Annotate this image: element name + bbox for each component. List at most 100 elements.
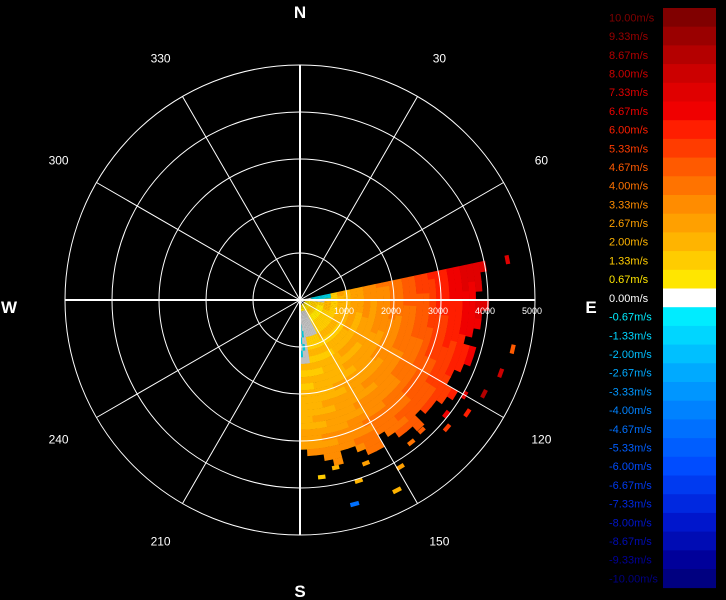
velocity-bin: [300, 304, 303, 312]
velocity-bin: [302, 310, 306, 318]
velocity-bin: [324, 318, 331, 324]
velocity-bin: [355, 442, 367, 453]
velocity-bin: [325, 326, 332, 334]
velocity-bin: [308, 382, 315, 391]
legend-swatch: [663, 531, 716, 551]
velocity-bin: [366, 334, 375, 343]
velocity-bin: [333, 315, 341, 321]
velocity-bin: [327, 341, 334, 349]
velocity-bin: [471, 262, 481, 274]
azimuth-spoke: [182, 299, 301, 504]
velocity-bin: [415, 287, 424, 295]
velocity-bin: [309, 306, 316, 311]
bearing-label: 150: [429, 534, 449, 548]
velocity-bin: [312, 311, 319, 318]
velocity-bin: [304, 301, 311, 305]
velocity-bin: [442, 307, 450, 317]
velocity-bin: [337, 295, 345, 299]
legend-label: 6.67m/s: [609, 106, 649, 118]
velocity-bin: [331, 417, 341, 426]
polar-grid: [64, 64, 536, 536]
velocity-bin: [468, 281, 476, 293]
velocity-bin: [324, 301, 332, 304]
velocity-bin: [330, 294, 338, 297]
velocity-bin: [340, 315, 348, 321]
velocity-bin: [319, 323, 326, 330]
velocity-bin: [466, 317, 476, 329]
velocity-bin: [368, 381, 379, 392]
scattered-velocity-cell: [463, 408, 472, 418]
legend-label: 2.00m/s: [609, 237, 649, 249]
velocity-bin: [334, 313, 342, 319]
velocity-bin: [382, 308, 390, 315]
velocity-bin: [316, 407, 325, 416]
velocity-bin: [303, 337, 307, 345]
range-tick-label: 1000: [334, 306, 354, 316]
velocity-bin: [348, 310, 357, 316]
velocity-bin: [321, 320, 329, 327]
velocity-bin: [337, 349, 345, 358]
legend-swatch: [663, 325, 716, 345]
legend-label: 4.00m/s: [609, 181, 649, 193]
velocity-bin: [342, 325, 350, 332]
velocity-bin: [341, 313, 349, 319]
velocity-bin: [302, 357, 307, 365]
velocity-bin: [461, 308, 470, 319]
velocity-bin: [304, 300, 312, 304]
velocity-bin: [465, 326, 474, 338]
velocity-bin: [309, 321, 315, 329]
velocity-bin: [308, 322, 313, 330]
velocity-bin: [304, 396, 311, 404]
velocity-bin: [357, 427, 368, 438]
velocity-bin: [329, 306, 338, 310]
velocity-bin: [442, 292, 450, 301]
velocity-bin: [408, 311, 417, 319]
velocity-bin: [335, 408, 345, 418]
velocity-bin: [459, 264, 468, 276]
velocity-bin: [448, 340, 458, 352]
velocity-bin: [323, 335, 330, 343]
velocity-bin: [318, 315, 325, 322]
velocity-bin: [304, 300, 312, 303]
velocity-bin: [300, 409, 307, 417]
velocity-bin: [300, 396, 306, 404]
velocity-bin: [311, 301, 318, 303]
velocity-bin: [303, 303, 309, 309]
legend-label: -0.67m/s: [609, 312, 652, 324]
velocity-bin: [314, 309, 321, 315]
velocity-bin: [376, 304, 384, 310]
velocity-bin: [363, 288, 371, 294]
velocity-bin: [300, 422, 307, 430]
velocity-bin: [428, 306, 437, 315]
velocity-bin: [307, 448, 317, 457]
range-tick-label: 4000: [475, 306, 495, 316]
velocity-bin: [305, 356, 311, 364]
velocity-bin: [313, 434, 323, 443]
velocity-bin: [316, 325, 323, 332]
radar-polar-chart: N S E W 30 60 120 150 210 240 300 330 1000 2000 3000 40…: [1, 3, 597, 600]
velocity-bin: [311, 342, 316, 350]
velocity-bin: [303, 302, 310, 308]
legend-swatch: [663, 288, 716, 308]
velocity-bin: [359, 345, 368, 354]
legend-label: 7.33m/s: [609, 87, 649, 99]
velocity-bin: [320, 321, 327, 329]
velocity-bin: [320, 352, 327, 361]
velocity-bin: [320, 345, 327, 353]
legend-swatch: [663, 307, 716, 327]
bearing-label: 300: [49, 154, 69, 168]
velocity-bin: [460, 343, 471, 356]
bearing-label: 330: [151, 52, 171, 66]
range-tick-label: 5000: [522, 306, 542, 316]
velocity-bin: [320, 312, 328, 318]
velocity-bin: [444, 331, 453, 342]
legend-swatch: [663, 344, 716, 364]
velocity-bin: [346, 331, 354, 338]
velocity-bin: [416, 300, 424, 308]
velocity-bin: [315, 318, 321, 325]
velocity-bin: [306, 363, 312, 371]
velocity-bin: [310, 408, 319, 417]
velocity-bin: [300, 304, 303, 312]
velocity-bin: [304, 301, 312, 304]
velocity-bin: [303, 302, 310, 307]
